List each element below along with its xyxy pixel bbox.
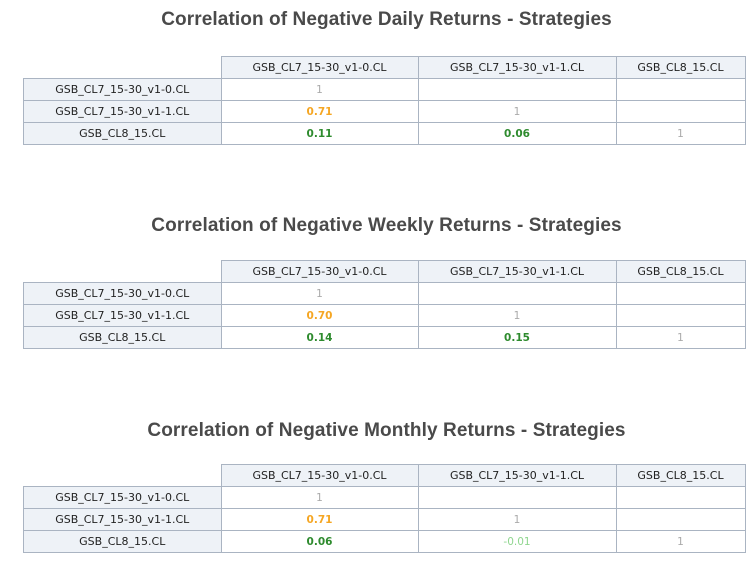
correlation-cell: 1 (615, 530, 746, 553)
correlation-cell (615, 100, 746, 123)
column-header: GSB_CL8_15.CL (615, 464, 746, 487)
daily-title: Correlation of Negative Daily Returns - … (161, 9, 612, 30)
monthly-title: Correlation of Negative Monthly Returns … (147, 420, 626, 441)
correlation-cell: 1 (615, 122, 746, 145)
correlation-cell: 0.06 (417, 122, 617, 145)
column-header: GSB_CL7_15-30_v1-0.CL (220, 464, 419, 487)
row-header: GSB_CL7_15-30_v1-0.CL (23, 78, 222, 101)
row-header: GSB_CL7_15-30_v1-0.CL (23, 282, 222, 305)
correlation-cell: 0.14 (220, 326, 419, 349)
row-header: GSB_CL7_15-30_v1-1.CL (23, 304, 222, 327)
correlation-cell: 0.15 (417, 326, 617, 349)
header-row: GSB_CL7_15-30_v1-0.CL GSB_CL7_15-30_v1-1… (23, 56, 746, 79)
correlation-cell (615, 78, 746, 101)
monthly-correlation-table: GSB_CL7_15-30_v1-0.CL GSB_CL7_15-30_v1-1… (23, 464, 746, 553)
correlation-cell: -0.01 (417, 530, 617, 553)
column-header: GSB_CL7_15-30_v1-1.CL (417, 260, 617, 283)
correlation-cell: 1 (417, 508, 617, 531)
weekly-title: Correlation of Negative Weekly Returns -… (151, 215, 622, 236)
column-header: GSB_CL8_15.CL (615, 260, 746, 283)
row-header: GSB_CL7_15-30_v1-1.CL (23, 100, 222, 123)
column-header: GSB_CL7_15-30_v1-0.CL (220, 260, 419, 283)
correlation-cell: 1 (615, 326, 746, 349)
column-header: GSB_CL7_15-30_v1-0.CL (220, 56, 419, 79)
header-row: GSB_CL7_15-30_v1-0.CL GSB_CL7_15-30_v1-1… (23, 260, 746, 283)
row-header: GSB_CL8_15.CL (23, 122, 222, 145)
correlation-cell (417, 282, 617, 305)
table-row: GSB_CL7_15-30_v1-0.CL 1 (23, 282, 746, 305)
column-header: GSB_CL7_15-30_v1-1.CL (417, 56, 617, 79)
table-row: GSB_CL7_15-30_v1-1.CL 0.71 1 (23, 508, 746, 531)
row-header: GSB_CL8_15.CL (23, 530, 222, 553)
row-header: GSB_CL7_15-30_v1-1.CL (23, 508, 222, 531)
correlation-cell (417, 486, 617, 509)
column-header: GSB_CL7_15-30_v1-1.CL (417, 464, 617, 487)
correlation-cell: 1 (220, 78, 419, 101)
table-row: GSB_CL8_15.CL 0.11 0.06 1 (23, 122, 746, 145)
weekly-correlation-table: GSB_CL7_15-30_v1-0.CL GSB_CL7_15-30_v1-1… (23, 260, 746, 349)
correlation-cell: 0.06 (220, 530, 419, 553)
daily-correlation-table: GSB_CL7_15-30_v1-0.CL GSB_CL7_15-30_v1-1… (23, 56, 746, 145)
corner-cell (23, 260, 222, 283)
table-row: GSB_CL7_15-30_v1-1.CL 0.70 1 (23, 304, 746, 327)
correlation-cell: 1 (220, 486, 419, 509)
correlation-cell: 0.71 (220, 508, 419, 531)
correlation-cell (615, 304, 746, 327)
corner-cell (23, 464, 222, 487)
correlation-cell: 1 (417, 100, 617, 123)
table-row: GSB_CL7_15-30_v1-1.CL 0.71 1 (23, 100, 746, 123)
table-row: GSB_CL7_15-30_v1-0.CL 1 (23, 78, 746, 101)
table-row: GSB_CL7_15-30_v1-0.CL 1 (23, 486, 746, 509)
row-header: GSB_CL7_15-30_v1-0.CL (23, 486, 222, 509)
correlation-cell (615, 486, 746, 509)
correlation-cell: 0.11 (220, 122, 419, 145)
header-row: GSB_CL7_15-30_v1-0.CL GSB_CL7_15-30_v1-1… (23, 464, 746, 487)
row-header: GSB_CL8_15.CL (23, 326, 222, 349)
correlation-cell (615, 508, 746, 531)
correlation-cell: 0.71 (220, 100, 419, 123)
column-header: GSB_CL8_15.CL (615, 56, 746, 79)
table-row: GSB_CL8_15.CL 0.14 0.15 1 (23, 326, 746, 349)
table-row: GSB_CL8_15.CL 0.06 -0.01 1 (23, 530, 746, 553)
correlation-cell: 0.70 (220, 304, 419, 327)
correlation-cell: 1 (220, 282, 419, 305)
correlation-cell: 1 (417, 304, 617, 327)
correlation-cell (615, 282, 746, 305)
correlation-cell (417, 78, 617, 101)
corner-cell (23, 56, 222, 79)
